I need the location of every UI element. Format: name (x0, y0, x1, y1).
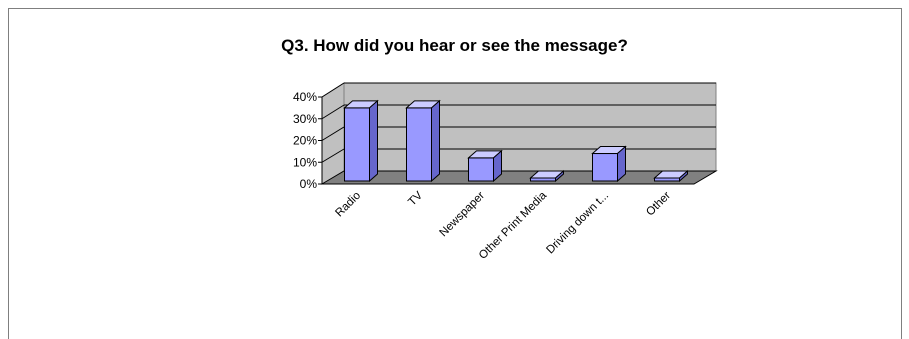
bar-side (369, 99, 378, 183)
bar-front (406, 107, 432, 182)
y-tick-label: 40% (293, 90, 317, 104)
bar (591, 145, 627, 183)
bar (529, 169, 565, 183)
gridline-side (321, 126, 345, 141)
x-tick-label: TV (406, 189, 425, 208)
gridline-side (321, 104, 345, 120)
chart-walls (320, 82, 718, 185)
bar (467, 149, 503, 183)
bar-side (431, 99, 440, 183)
bar-side (555, 169, 564, 183)
bar-front (468, 157, 494, 182)
gridline-side (321, 148, 345, 163)
bar-side (493, 149, 502, 183)
bar-side (617, 145, 626, 183)
bar-front (344, 107, 370, 182)
x-tick-label: Newspaper (438, 190, 488, 240)
bars (343, 99, 689, 183)
bar-front (592, 153, 618, 182)
bar (343, 99, 379, 183)
gridline-side (321, 82, 345, 98)
x-tick-label: Radio (333, 190, 363, 220)
y-tick-label: 20% (293, 134, 317, 148)
x-tick-label: Other Print Media (477, 189, 550, 262)
bar (653, 169, 689, 183)
y-axis-ticks: 0% 10% 20% 30% 40% (293, 90, 323, 191)
bar (405, 99, 441, 183)
y-tick-label: 0% (300, 177, 318, 191)
x-tick-label: Other (644, 190, 673, 219)
y-tick-label: 10% (293, 155, 317, 169)
bar-side (679, 169, 688, 183)
chart-title: Q3. How did you hear or see the message? (281, 36, 628, 55)
x-tick-label: Driving down t... (544, 190, 611, 257)
y-tick-label: 30% (293, 112, 317, 126)
